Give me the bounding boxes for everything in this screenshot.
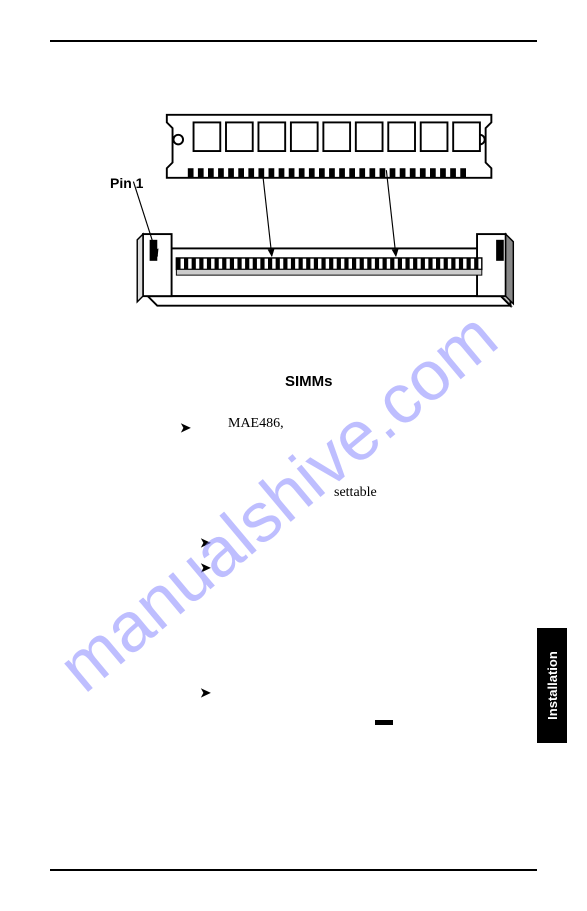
bullet-icon: ➤	[200, 560, 211, 576]
pin1-label: Pin 1	[110, 175, 143, 191]
simm-diagram	[100, 100, 520, 330]
side-tab: Installation	[537, 628, 567, 743]
section-heading: SIMMs	[285, 373, 333, 390]
top-rule	[50, 40, 537, 42]
bullet-icon: ➤	[200, 685, 211, 701]
page: Pin 1 SIMMs ➤ MAE486, settable ➤ ➤ ➤ Ins…	[0, 0, 587, 911]
svg-text:manualshive.com: manualshive.com	[44, 297, 511, 707]
bullet-icon: ➤	[180, 420, 191, 436]
body-text-1: MAE486,	[228, 416, 284, 432]
bottom-rule	[50, 869, 537, 871]
side-tab-label: Installation	[545, 651, 560, 720]
bullet-icon: ➤	[200, 535, 211, 551]
dash-mark	[375, 720, 393, 725]
body-text-2: settable	[334, 485, 377, 501]
